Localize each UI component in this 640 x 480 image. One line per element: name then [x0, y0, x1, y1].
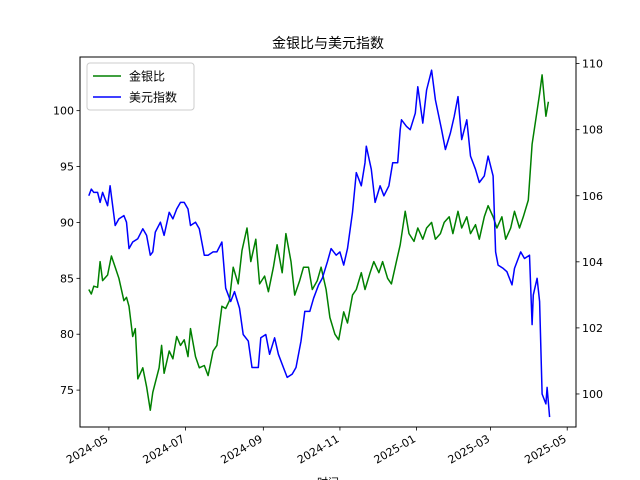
legend-box: [86, 62, 195, 111]
right-y-tick-label: 106: [582, 190, 603, 203]
left-y-axis: 75 80 85 90 95 100: [53, 105, 80, 397]
left-y-tick-label: 75: [60, 384, 74, 397]
chart-title: 金银比与美元指数: [272, 36, 384, 52]
right-y-tick-label: 100: [582, 388, 603, 401]
left-y-tick-label: 95: [60, 161, 74, 174]
plot-frame: [79, 56, 577, 428]
legend: 金银比 美元指数: [86, 62, 195, 111]
series-line-dollar-index: [88, 69, 551, 418]
right-y-tick-label: 110: [582, 58, 603, 71]
legend-label-gold-silver-ratio: 金银比: [129, 69, 165, 84]
left-y-tick-label: 100: [53, 105, 74, 118]
right-y-tick-label: 108: [582, 124, 603, 137]
right-y-axis: 100 102 104 106 108 110: [576, 58, 603, 401]
left-y-tick-label: 85: [60, 272, 74, 285]
left-y-tick-label: 80: [60, 328, 74, 341]
right-y-tick-label: 104: [582, 256, 603, 269]
left-y-tick-label: 90: [60, 216, 74, 229]
series-layer: [88, 69, 551, 418]
legend-label-dollar-index: 美元指数: [129, 90, 177, 105]
right-y-tick-label: 102: [582, 322, 603, 335]
x-axis-label: 时间: [317, 476, 339, 480]
series-line-gold-silver-ratio: [88, 74, 550, 411]
plot-area: [79, 56, 577, 428]
